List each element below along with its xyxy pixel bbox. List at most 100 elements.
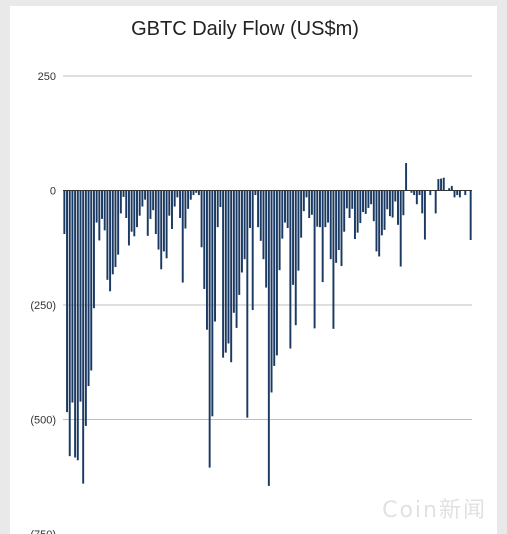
bar-96 xyxy=(321,190,324,283)
bar-16 xyxy=(106,190,109,280)
bar-151 xyxy=(469,190,472,240)
bar-37 xyxy=(162,190,165,252)
bar-43 xyxy=(179,190,182,218)
bar-11 xyxy=(92,190,95,309)
bar-41 xyxy=(173,190,176,207)
bar-104 xyxy=(343,190,346,232)
bar-86 xyxy=(294,190,297,326)
bar-140 xyxy=(440,178,443,191)
bar-100 xyxy=(332,190,335,329)
bar-74 xyxy=(262,190,265,260)
bar-78 xyxy=(273,190,276,366)
bar-111 xyxy=(362,190,364,213)
bar-124 xyxy=(397,190,399,225)
bar-84 xyxy=(289,190,292,349)
bar-51 xyxy=(200,190,203,248)
bar-34 xyxy=(154,190,157,235)
bar-28 xyxy=(138,190,141,216)
bar-13 xyxy=(98,190,101,241)
chart-title: GBTC Daily Flow (US$m) xyxy=(131,18,359,40)
bar-80 xyxy=(278,190,281,271)
bar-66 xyxy=(240,190,243,273)
bar-91 xyxy=(308,190,311,218)
bar-108 xyxy=(353,190,356,240)
bar-120 xyxy=(386,190,389,210)
bar-31 xyxy=(146,190,149,236)
bar-55 xyxy=(211,190,214,417)
bar-58 xyxy=(219,190,222,207)
bar-77 xyxy=(270,190,273,393)
bar-47 xyxy=(189,190,192,200)
bar-98 xyxy=(327,190,330,223)
bar-103 xyxy=(340,190,343,267)
bar-99 xyxy=(329,190,332,260)
bar-133 xyxy=(421,190,424,214)
bar-0 xyxy=(63,190,66,235)
bar-63 xyxy=(232,190,235,313)
bar-8 xyxy=(84,190,87,426)
bar-116 xyxy=(375,190,378,252)
bar-2 xyxy=(68,190,71,457)
bar-94 xyxy=(316,190,319,227)
bar-73 xyxy=(259,190,262,241)
bar-30 xyxy=(144,190,147,200)
bar-93 xyxy=(313,190,316,329)
bar-70 xyxy=(251,190,254,311)
y-tick-label-2: (250) xyxy=(30,300,56,312)
bar-76 xyxy=(267,190,270,486)
bar-35 xyxy=(157,190,160,250)
bar-53 xyxy=(205,190,208,330)
bar-46 xyxy=(187,190,190,209)
bar-19 xyxy=(114,190,117,267)
bar-29 xyxy=(141,190,144,207)
bar-121 xyxy=(388,190,391,217)
bar-102 xyxy=(337,190,340,251)
bar-32 xyxy=(149,190,152,219)
bar-42 xyxy=(176,190,179,198)
bar-4 xyxy=(74,190,77,458)
watermark-logo: Coin新闻 xyxy=(382,498,487,523)
bar-39 xyxy=(168,190,171,216)
bar-81 xyxy=(281,190,284,239)
bar-14 xyxy=(101,190,103,219)
bar-61 xyxy=(227,190,230,344)
bar-71 xyxy=(254,190,257,196)
bar-24 xyxy=(127,190,130,246)
bar-114 xyxy=(370,190,373,205)
bar-79 xyxy=(275,190,278,356)
bar-18 xyxy=(111,190,114,275)
bar-141 xyxy=(442,177,445,191)
bar-9 xyxy=(87,190,90,387)
bar-146 xyxy=(456,190,459,196)
bar-45 xyxy=(184,190,187,229)
bar-26 xyxy=(133,190,136,237)
bar-87 xyxy=(297,190,300,271)
bar-126 xyxy=(402,190,405,216)
bar-82 xyxy=(284,190,286,223)
bar-122 xyxy=(391,190,394,218)
bar-65 xyxy=(238,190,241,295)
bar-123 xyxy=(394,190,397,202)
bar-112 xyxy=(364,190,367,214)
bar-20 xyxy=(117,190,120,255)
bar-113 xyxy=(367,190,370,208)
bar-136 xyxy=(429,190,432,196)
bar-83 xyxy=(286,190,289,229)
bar-105 xyxy=(345,190,348,209)
bar-12 xyxy=(95,190,98,223)
bar-90 xyxy=(305,190,308,198)
bar-17 xyxy=(109,190,112,292)
bar-89 xyxy=(302,190,305,212)
bar-layer xyxy=(63,163,472,486)
bar-85 xyxy=(292,190,295,285)
y-tick-label-0: 250 xyxy=(38,71,56,83)
bar-125 xyxy=(399,190,402,267)
chart-canvas: 250 0 (250) (500) (750) xyxy=(30,71,472,534)
bar-23 xyxy=(125,190,128,218)
bar-69 xyxy=(249,190,251,229)
bar-54 xyxy=(208,190,211,468)
bar-48 xyxy=(192,190,195,196)
bar-15 xyxy=(103,190,106,231)
bar-118 xyxy=(380,190,383,236)
bar-60 xyxy=(224,190,227,353)
